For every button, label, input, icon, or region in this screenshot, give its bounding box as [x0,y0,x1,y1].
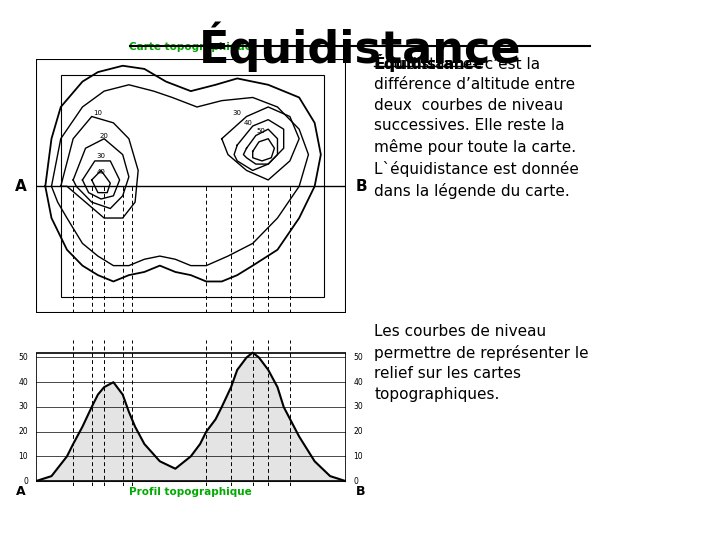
Text: 40: 40 [96,169,105,175]
Text: Équidistance– c’est la
différence d’altitude entre
deux  courbes de niveau
succe: Équidistance– c’est la différence d’alti… [374,54,580,199]
Text: 20: 20 [99,132,109,139]
Text: Les courbes de niveau
permettre de représenter le
relief sur les cartes
topograp: Les courbes de niveau permettre de repré… [374,324,589,402]
Text: B: B [356,485,366,498]
Text: B: B [355,179,367,194]
Text: 30: 30 [354,402,363,411]
Text: 10: 10 [19,452,28,461]
Text: 0: 0 [354,477,359,485]
Text: 50: 50 [354,353,363,362]
Text: 30: 30 [233,110,242,116]
Bar [60,75,324,298]
Text: Équidistance: Équidistance [199,22,521,72]
Text: 20: 20 [354,427,363,436]
Text: Équidistance: Équidistance [374,54,485,72]
Text: 20: 20 [19,427,28,436]
Text: 50: 50 [256,128,265,134]
Text: Carte topographique: Carte topographique [130,42,252,52]
Text: A: A [16,485,25,498]
Text: Profil topographique: Profil topographique [130,487,252,497]
Text: 40: 40 [243,120,253,126]
Text: 10: 10 [354,452,363,461]
Text: A: A [14,179,27,194]
Text: 30: 30 [19,402,28,411]
Text: 0: 0 [23,477,28,485]
Text: 10: 10 [94,110,102,116]
Text: 40: 40 [354,377,363,387]
Bar [36,353,346,481]
Text: 30: 30 [96,153,106,159]
Text: 50: 50 [19,353,28,362]
Text: 40: 40 [19,377,28,387]
